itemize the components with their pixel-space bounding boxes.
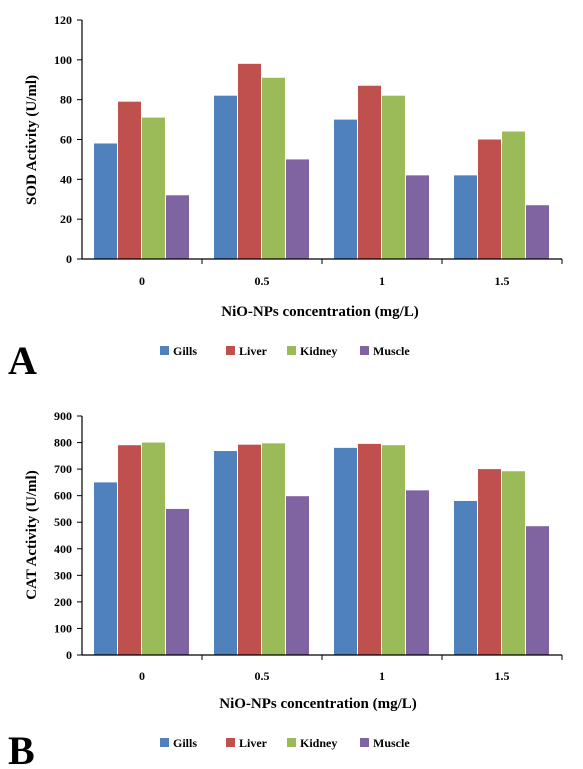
- y-tick-label: 200: [54, 595, 72, 609]
- bar-muscle-1_5: [526, 205, 549, 259]
- bar-kidney-0: [142, 117, 165, 259]
- bar-muscle-0: [166, 508, 189, 655]
- legend-swatch-muscle: [360, 738, 369, 747]
- legend-label-liver: Liver: [239, 736, 268, 750]
- y-tick-label: 120: [54, 13, 72, 27]
- bar-liver-0: [118, 445, 141, 655]
- bar-muscle-1: [406, 490, 429, 655]
- legend-label-muscle: Muscle: [373, 344, 410, 358]
- y-tick-label: 40: [60, 172, 72, 186]
- bar-gills-0_5: [214, 95, 237, 259]
- y-tick-label: 900: [54, 409, 72, 423]
- bar-gills-1_5: [454, 175, 477, 259]
- x-tick-label: 1.5: [495, 274, 510, 288]
- panel-a-x-ticks: 0 0.5 1 1.5: [139, 259, 563, 288]
- panel-b-bars: [94, 442, 549, 655]
- y-tick-label: 0: [66, 252, 72, 266]
- panel-b-letter: B: [8, 728, 35, 769]
- bar-kidney-0: [142, 442, 165, 655]
- bar-kidney-1_5: [502, 131, 525, 259]
- x-tick-label: 0.5: [255, 274, 270, 288]
- legend-label-kidney: Kidney: [300, 736, 337, 750]
- bar-liver-1: [358, 85, 381, 259]
- legend-swatch-kidney: [287, 738, 296, 747]
- bar-liver-0: [118, 101, 141, 260]
- y-tick-label: 80: [60, 93, 72, 107]
- panel-b-y-axis-title: CAT Activity (U/ml): [24, 470, 40, 599]
- legend-swatch-gills: [160, 346, 169, 355]
- bar-muscle-1_5: [526, 526, 549, 655]
- panel-a-bars: [94, 63, 549, 260]
- legend-label-gills: Gills: [173, 736, 197, 750]
- bar-muscle-0_5: [286, 496, 309, 655]
- bar-liver-1: [358, 443, 381, 655]
- bar-gills-1: [334, 447, 357, 655]
- x-tick-label: 0.5: [255, 669, 270, 683]
- panel-b-x-axis-title: NiO-NPs concentration (mg/L): [219, 696, 416, 712]
- legend-swatch-liver: [226, 346, 235, 355]
- x-tick-label: 0: [139, 274, 145, 288]
- y-tick-label: 300: [54, 568, 72, 582]
- panel-a-legend: Gills Liver Kidney Muscle: [160, 344, 410, 358]
- chart-panel-b: B CAT Activity (U/ml) NiO-NPs concentrat…: [8, 409, 563, 769]
- legend-label-liver: Liver: [239, 344, 268, 358]
- panel-b-y-ticks: 0 100 200 300 400 500 600 700 800 900: [54, 409, 82, 662]
- y-tick-label: 20: [60, 212, 72, 226]
- panel-a-x-axis-title: NiO-NPs concentration (mg/L): [221, 304, 418, 320]
- bar-kidney-1: [382, 445, 405, 655]
- y-tick-label: 600: [54, 489, 72, 503]
- bar-gills-0: [94, 143, 117, 259]
- bar-gills-1: [334, 119, 357, 259]
- bar-muscle-1: [406, 175, 429, 259]
- x-tick-label: 1: [379, 274, 385, 288]
- x-tick-label: 1: [379, 669, 385, 683]
- bar-kidney-0_5: [262, 443, 285, 655]
- legend-label-kidney: Kidney: [300, 344, 337, 358]
- panel-b-legend: Gills Liver Kidney Muscle: [160, 736, 410, 750]
- panel-a-letter: A: [8, 338, 37, 383]
- bar-muscle-0: [166, 195, 189, 259]
- chart-panel-a: A SOD Activity (U/ml) NiO-NPs concentrat…: [8, 13, 563, 383]
- y-tick-label: 100: [54, 53, 72, 67]
- x-tick-label: 1.5: [495, 669, 510, 683]
- legend-swatch-kidney: [287, 346, 296, 355]
- bar-liver-1_5: [478, 139, 501, 259]
- bar-liver-1_5: [478, 469, 501, 655]
- legend-swatch-liver: [226, 738, 235, 747]
- bar-gills-0: [94, 482, 117, 655]
- y-tick-label: 60: [60, 133, 72, 147]
- panel-a-y-ticks: 0 20 40 60 80 100 120: [54, 13, 82, 266]
- bar-kidney-1_5: [502, 471, 525, 655]
- legend-swatch-gills: [160, 738, 169, 747]
- y-tick-label: 800: [54, 436, 72, 450]
- y-tick-label: 100: [54, 621, 72, 635]
- legend-swatch-muscle: [360, 346, 369, 355]
- bar-gills-0_5: [214, 451, 237, 655]
- bar-muscle-0_5: [286, 159, 309, 259]
- legend-label-muscle: Muscle: [373, 736, 410, 750]
- bar-gills-1_5: [454, 500, 477, 655]
- bar-liver-0_5: [238, 444, 261, 655]
- panel-b-x-ticks: 0 0.5 1 1.5: [139, 655, 563, 683]
- panel-b-axes: [81, 416, 562, 656]
- y-tick-label: 400: [54, 542, 72, 556]
- y-tick-label: 500: [54, 515, 72, 529]
- panel-a-y-axis-title: SOD Activity (U/ml): [24, 75, 40, 205]
- bar-liver-0_5: [238, 63, 261, 259]
- y-tick-label: 700: [54, 462, 72, 476]
- x-tick-label: 0: [139, 669, 145, 683]
- bar-kidney-0_5: [262, 77, 285, 259]
- y-tick-label: 0: [66, 648, 72, 662]
- bar-kidney-1: [382, 95, 405, 259]
- panel-a-axes: [81, 20, 562, 260]
- legend-label-gills: Gills: [173, 344, 197, 358]
